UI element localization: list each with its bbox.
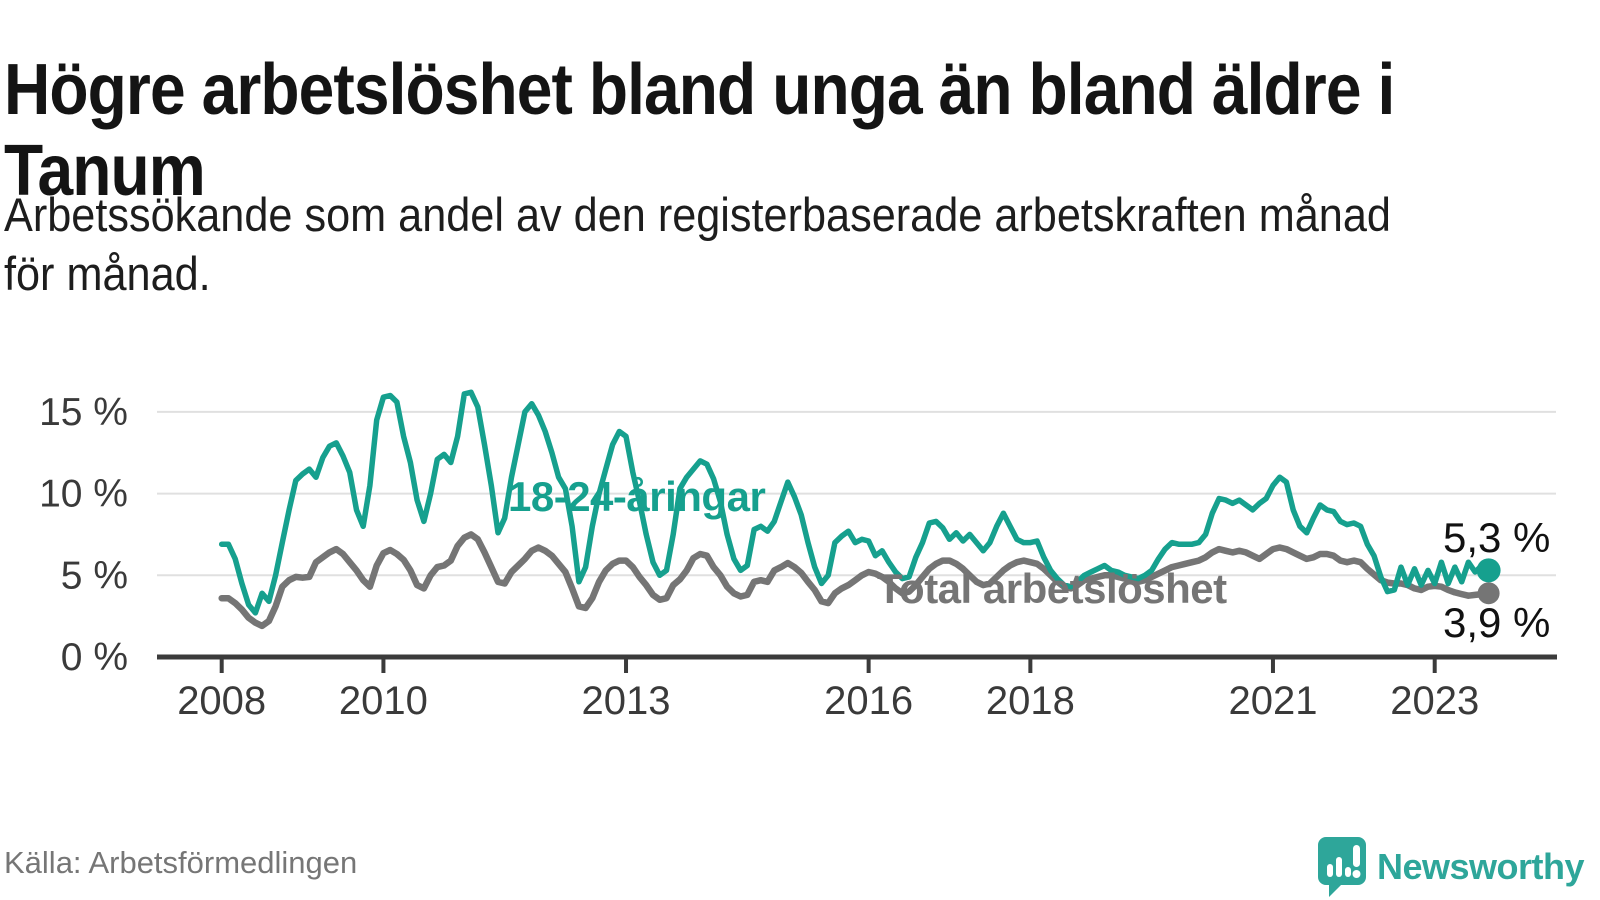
series-line-18-24 xyxy=(218,389,1492,616)
x-axis-label: 2008 xyxy=(177,679,266,723)
x-axis-label: 2016 xyxy=(824,679,913,723)
y-axis-label: 5 % xyxy=(61,554,128,597)
end-dot-18-24 xyxy=(1476,558,1501,583)
title-line-1: Högre arbetslöshet bland unga än bland ä… xyxy=(4,50,1395,131)
x-axis-label: 2013 xyxy=(582,679,671,723)
x-axis-label: 2018 xyxy=(986,679,1075,723)
x-axis-label: 2010 xyxy=(339,679,428,723)
source-note: Källa: Arbetsförmedlingen xyxy=(4,845,358,880)
speech-bubble-bar-chart-icon xyxy=(1317,837,1366,897)
end-value-total: 3,9 % xyxy=(1443,599,1551,646)
page-title: Högre arbetslöshet bland unga än bland ä… xyxy=(4,50,1600,211)
y-axis-label: 10 % xyxy=(39,473,128,516)
x-axis-label: 2021 xyxy=(1228,679,1317,723)
subtitle-line-1: Arbetssökande som andel av den registerb… xyxy=(4,188,1391,241)
chart-subtitle: Arbetssökande som andel av den registerb… xyxy=(4,186,1600,304)
subtitle-line-2: för månad. xyxy=(4,246,211,300)
newsworthy-wordmark: Newsworthy xyxy=(1376,846,1585,887)
end-value-18-24: 5,3 % xyxy=(1443,514,1551,561)
x-axis-label: 2023 xyxy=(1390,679,1479,723)
series-line-total xyxy=(218,531,1492,630)
title-line-2: Tanum xyxy=(4,130,206,211)
newsworthy-branding: Newsworthy xyxy=(1317,836,1585,898)
y-axis-label: 0 % xyxy=(61,636,128,679)
y-axis-label: 15 % xyxy=(39,391,128,434)
end-dot-total xyxy=(1477,582,1500,605)
series-label-18-24: 18-24-åringar xyxy=(508,473,766,520)
series-label-total: Total arbetslöshet xyxy=(877,565,1227,612)
